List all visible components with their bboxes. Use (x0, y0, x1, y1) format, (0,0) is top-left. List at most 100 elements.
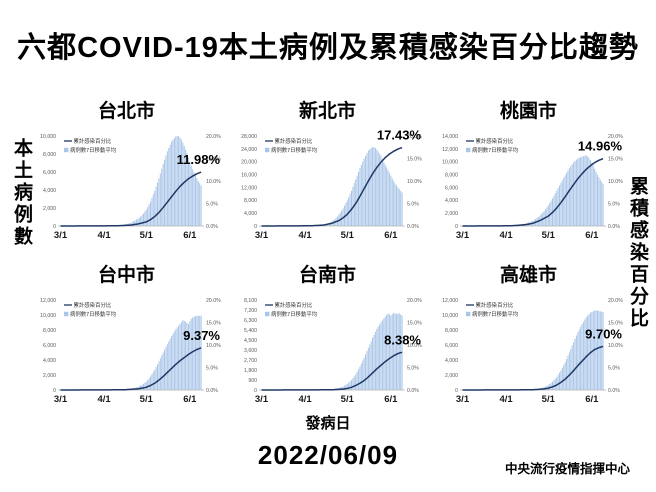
svg-text:0: 0 (53, 224, 56, 230)
svg-text:2,000: 2,000 (445, 211, 458, 217)
svg-text:20.0%: 20.0% (206, 134, 221, 140)
svg-text:5,400: 5,400 (244, 328, 257, 334)
chart-tainan: 台南市 0 900 1,800 2,700 3,600 4,500 5,400 6,300 7,… (227, 264, 428, 414)
svg-text:0.0%: 0.0% (407, 224, 419, 230)
svg-text:0.0%: 0.0% (206, 224, 218, 230)
svg-text:6,000: 6,000 (445, 185, 458, 191)
chart-title: 台中市 (97, 265, 155, 286)
svg-text:6,000: 6,000 (43, 343, 56, 349)
svg-text:9.37%: 9.37% (183, 328, 220, 343)
chart-title: 桃園市 (499, 101, 557, 122)
svg-text:4/1: 4/1 (97, 230, 111, 241)
svg-text:4,000: 4,000 (43, 188, 56, 194)
new-taipei-chart-canvas: 0 4,000 8,000 12,000 16,000 20,000 24,000 28,00… (241, 128, 422, 241)
svg-text:2,000: 2,000 (43, 373, 56, 379)
svg-text:12,000: 12,000 (241, 185, 257, 191)
svg-text:6/1: 6/1 (384, 230, 398, 241)
svg-text:20,000: 20,000 (241, 160, 257, 166)
chart-kaohsiung: 高雄市 0 2,000 4,000 6,000 8,000 10,000 12,000 0.0… (428, 264, 629, 414)
charts-grid: 台北市 0 2,000 4,000 6,000 8,000 10,000 0.0% 5.0% 1… (26, 100, 630, 414)
svg-text:6,000: 6,000 (445, 343, 458, 349)
svg-text:4,000: 4,000 (445, 198, 458, 204)
y-axis-label-left: 本土病例數 (11, 138, 32, 248)
svg-text:3/1: 3/1 (456, 230, 470, 241)
svg-text:3/1: 3/1 (456, 394, 470, 405)
svg-text:15.0%: 15.0% (407, 320, 422, 326)
svg-text:6/1: 6/1 (585, 230, 599, 241)
kaohsiung-chart-canvas: 0 2,000 4,000 6,000 8,000 10,000 12,000 0.0% 5.0… (442, 298, 623, 405)
svg-text:20.0%: 20.0% (407, 134, 422, 140)
svg-text:15.0%: 15.0% (206, 320, 221, 326)
svg-text:8,000: 8,000 (445, 328, 458, 334)
svg-text:7,200: 7,200 (244, 308, 257, 314)
svg-text:累計感染百分比: 累計感染百分比 (74, 301, 112, 309)
chart-title: 新北市 (298, 101, 356, 122)
report-date: 2022/06/09 (257, 440, 399, 470)
svg-text:6/1: 6/1 (183, 230, 197, 241)
chart-title: 台北市 (97, 101, 155, 122)
x-axis-title: 發病日 (305, 415, 351, 432)
chart-new-taipei: 新北市 0 4,000 8,000 12,000 16,000 20,000 24,000 2… (227, 100, 428, 250)
svg-text:4/1: 4/1 (97, 394, 111, 405)
svg-text:5/1: 5/1 (341, 230, 355, 241)
svg-text:20.0%: 20.0% (206, 298, 221, 304)
svg-text:14,000: 14,000 (442, 134, 458, 140)
svg-text:3/1: 3/1 (255, 394, 269, 405)
svg-text:10,000: 10,000 (40, 134, 56, 140)
svg-text:3/1: 3/1 (54, 230, 68, 241)
svg-text:累計感染百分比: 累計感染百分比 (275, 137, 313, 145)
svg-text:17.43%: 17.43% (377, 128, 422, 143)
svg-text:8,000: 8,000 (244, 198, 257, 204)
svg-text:病例數7日移動平均: 病例數7日移動平均 (70, 310, 116, 318)
svg-text:5/1: 5/1 (341, 394, 355, 405)
svg-text:4/1: 4/1 (499, 394, 513, 405)
svg-text:10.0%: 10.0% (407, 343, 422, 349)
svg-text:5.0%: 5.0% (608, 201, 620, 207)
svg-text:6/1: 6/1 (384, 394, 398, 405)
svg-text:累計感染百分比: 累計感染百分比 (476, 137, 514, 145)
svg-text:4/1: 4/1 (298, 230, 312, 241)
svg-text:8,100: 8,100 (244, 298, 257, 304)
svg-text:病例數7日移動平均: 病例數7日移動平均 (472, 146, 518, 154)
svg-text:病例數7日移動平均: 病例數7日移動平均 (271, 310, 317, 318)
tainan-chart-canvas: 0 900 1,800 2,700 3,600 4,500 5,400 6,300 7,200 8… (244, 298, 422, 405)
svg-text:15.0%: 15.0% (608, 156, 623, 162)
svg-text:8.38%: 8.38% (384, 332, 421, 347)
svg-text:15.0%: 15.0% (206, 156, 221, 162)
taipei-chart-canvas: 0 2,000 4,000 6,000 8,000 10,000 0.0% 5.0% 10.0%… (40, 134, 221, 241)
svg-text:0.0%: 0.0% (206, 388, 218, 394)
svg-text:累計感染百分比: 累計感染百分比 (74, 137, 112, 145)
svg-text:10.0%: 10.0% (206, 179, 221, 185)
svg-text:1,800: 1,800 (244, 368, 257, 374)
svg-text:12,000: 12,000 (442, 147, 458, 153)
svg-text:0.0%: 0.0% (608, 224, 620, 230)
svg-text:5.0%: 5.0% (407, 365, 419, 371)
chart-taoyuan: 桃園市 0 2,000 4,000 6,000 8,000 10,000 12,000 14,… (428, 100, 629, 250)
svg-text:5/1: 5/1 (140, 230, 154, 241)
svg-text:10.0%: 10.0% (407, 179, 422, 185)
svg-text:累計感染百分比: 累計感染百分比 (275, 301, 313, 309)
svg-text:5/1: 5/1 (542, 230, 556, 241)
svg-text:0: 0 (53, 388, 56, 394)
svg-text:0: 0 (254, 224, 257, 230)
svg-text:24,000: 24,000 (241, 147, 257, 153)
svg-text:3,600: 3,600 (244, 348, 257, 354)
svg-text:0.0%: 0.0% (407, 388, 419, 394)
chart-taipei: 台北市 0 2,000 4,000 6,000 8,000 10,000 0.0% 5.0% 1… (26, 100, 227, 250)
svg-text:10,000: 10,000 (442, 313, 458, 319)
svg-text:病例數7日移動平均: 病例數7日移動平均 (70, 146, 116, 154)
page-title: 六都COVID-19本土病例及累積感染百分比趨勢 (17, 32, 639, 64)
svg-text:10,000: 10,000 (442, 160, 458, 166)
svg-text:2,000: 2,000 (445, 373, 458, 379)
svg-text:0: 0 (455, 224, 458, 230)
svg-text:2,700: 2,700 (244, 358, 257, 364)
svg-text:20.0%: 20.0% (407, 298, 422, 304)
svg-text:8,000: 8,000 (445, 172, 458, 178)
svg-text:15.0%: 15.0% (608, 320, 623, 326)
svg-text:20.0%: 20.0% (608, 298, 623, 304)
svg-text:12,000: 12,000 (442, 298, 458, 304)
svg-text:10.0%: 10.0% (608, 343, 623, 349)
svg-text:病例數7日移動平均: 病例數7日移動平均 (472, 310, 518, 318)
svg-text:15.0%: 15.0% (407, 156, 422, 162)
